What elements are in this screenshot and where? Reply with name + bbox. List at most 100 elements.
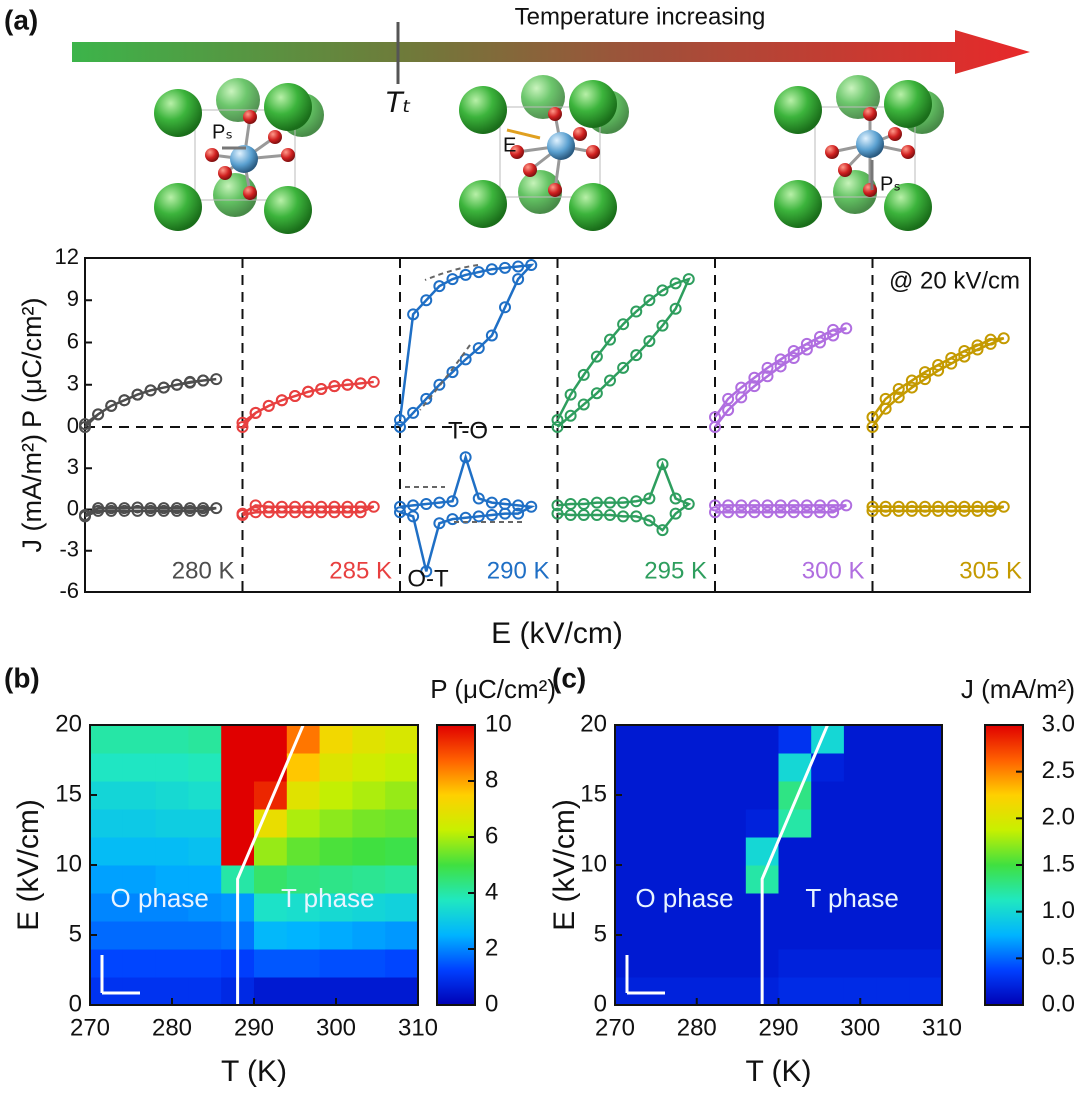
marker-j xyxy=(315,506,328,519)
marker-j xyxy=(485,509,498,521)
colorbar-tick-label: 8 xyxy=(485,766,498,793)
heat-cell xyxy=(254,725,288,754)
marker-j xyxy=(262,500,275,513)
marker-j xyxy=(709,499,721,512)
y-tick-label: 0 xyxy=(594,990,607,1017)
colorbar-tick-label: 2.5 xyxy=(1042,757,1075,784)
heat-cell xyxy=(90,977,124,1006)
heat-cell xyxy=(778,837,812,866)
a-site-atom-back xyxy=(518,170,562,214)
marker-p xyxy=(827,323,840,336)
marker-p xyxy=(630,349,643,362)
heat-cell xyxy=(615,865,649,894)
marker-p xyxy=(459,353,472,366)
heat-cell xyxy=(155,725,189,754)
heat-cell xyxy=(909,921,943,950)
marker-j xyxy=(525,500,538,513)
heat-cell xyxy=(286,865,321,894)
marker-j xyxy=(669,507,682,520)
heat-cell xyxy=(254,977,288,1006)
marker-p xyxy=(643,335,656,348)
heat-cell xyxy=(122,977,157,1006)
x-tick-label: 300 xyxy=(840,1014,880,1041)
marker-p xyxy=(577,398,590,411)
temperature-label: 295 K xyxy=(644,557,707,584)
colorbar-tick-label: 6 xyxy=(485,822,498,849)
colorbar-tick-label: 0 xyxy=(485,990,498,1017)
marker-j xyxy=(249,506,262,519)
sweep-arrow xyxy=(424,264,479,281)
oxygen-atom xyxy=(281,148,295,162)
y-tick-label: 0 xyxy=(67,413,79,438)
marker-p xyxy=(328,380,341,393)
heat-cell xyxy=(155,865,189,894)
colorbar-tick-label: 2 xyxy=(485,934,498,961)
heat-cell xyxy=(188,977,222,1006)
marker-p xyxy=(932,364,945,377)
marker-j xyxy=(420,565,433,578)
y-tick-label: 20 xyxy=(55,710,82,737)
marker-j xyxy=(328,506,341,519)
marker-j xyxy=(630,495,643,508)
curve-p xyxy=(713,327,847,428)
marker-p xyxy=(210,373,223,386)
heat-cell xyxy=(843,809,878,838)
marker-j xyxy=(551,499,564,512)
marker-j xyxy=(184,504,196,517)
heat-cell xyxy=(680,781,714,810)
marker-j xyxy=(394,506,406,519)
marker-p xyxy=(341,378,354,391)
heat-cell xyxy=(615,837,649,866)
marker-p xyxy=(709,411,721,424)
heat-cell xyxy=(843,725,878,754)
marker-p xyxy=(499,261,511,274)
heat-cell xyxy=(90,753,124,782)
region-label: T phase xyxy=(805,883,898,913)
colorbar-tick-label: 1.5 xyxy=(1042,850,1075,877)
marker-j xyxy=(984,504,997,517)
marker-p xyxy=(761,361,774,374)
marker-p xyxy=(748,380,761,393)
heat-cell xyxy=(680,753,714,782)
sweep-arrow xyxy=(419,344,471,411)
heat-cell xyxy=(122,865,157,894)
oxygen-atom xyxy=(548,107,562,121)
marker-p xyxy=(590,350,603,363)
marker-p xyxy=(656,284,669,297)
marker-j xyxy=(840,499,853,512)
marker-p xyxy=(446,273,459,286)
heat-cell xyxy=(909,949,943,978)
marker-j xyxy=(866,504,879,517)
heat-cell xyxy=(221,753,255,782)
temperature-label: 290 K xyxy=(487,557,550,584)
heat-cell xyxy=(352,753,386,782)
panel-label: (b) xyxy=(4,662,40,693)
heat-cell xyxy=(188,753,222,782)
x-tick-label: 280 xyxy=(677,1014,717,1041)
marker-p xyxy=(433,280,446,293)
marker-j xyxy=(407,510,420,523)
oxygen-atom xyxy=(548,183,562,197)
annotation: @ 20 kV/cm xyxy=(889,267,1020,294)
heat-cell xyxy=(680,865,714,894)
marker-j xyxy=(735,499,748,512)
marker-p xyxy=(525,259,538,272)
heat-cell xyxy=(745,753,779,782)
heat-cell xyxy=(254,809,288,838)
heat-cell xyxy=(909,781,943,810)
marker-p xyxy=(275,394,288,407)
oxygen-atom xyxy=(838,163,852,177)
oxygen-atom xyxy=(243,110,257,124)
y-tick-label: 0 xyxy=(69,990,82,1017)
heat-cell xyxy=(319,781,353,810)
marker-p xyxy=(472,266,485,279)
heat-cell xyxy=(122,725,157,754)
x-tick-label: 270 xyxy=(595,1014,635,1041)
y-axis-label: E (kV/cm) xyxy=(548,799,581,931)
colorbar xyxy=(436,724,476,1006)
marker-j xyxy=(971,500,984,513)
heat-cell xyxy=(352,809,386,838)
marker-j xyxy=(866,500,879,513)
marker-j xyxy=(262,506,275,519)
oxygen-atom xyxy=(901,145,915,159)
